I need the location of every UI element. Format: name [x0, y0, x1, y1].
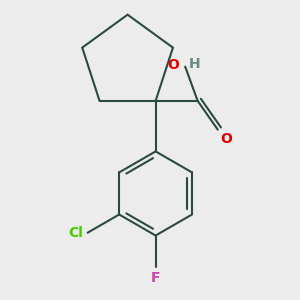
Text: F: F: [151, 271, 160, 285]
Text: O: O: [168, 58, 180, 72]
Text: O: O: [220, 132, 232, 146]
Text: H: H: [189, 57, 200, 71]
Text: Cl: Cl: [68, 226, 83, 240]
